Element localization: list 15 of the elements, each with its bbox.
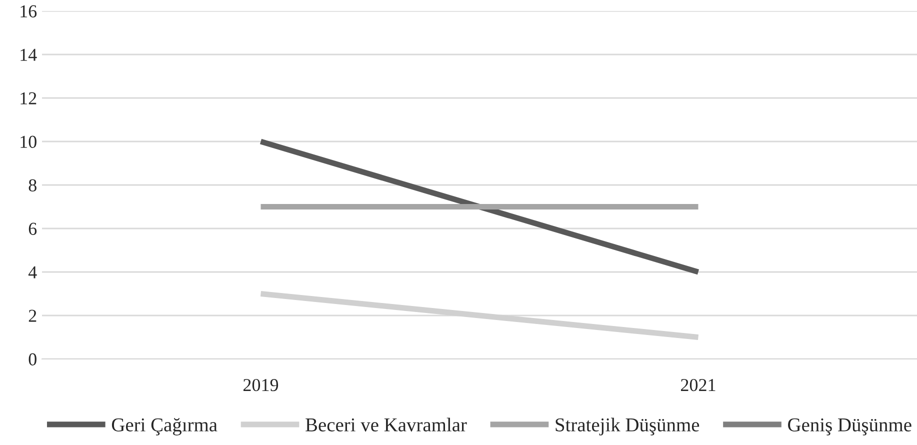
x-tick-label: 2019: [243, 378, 278, 392]
y-tick-label: 10: [20, 136, 36, 148]
y-tick-label: 2: [28, 310, 36, 322]
y-tick-label: 4: [28, 266, 37, 278]
y-tick-label: 8: [28, 179, 36, 192]
x-tick-label: 2021: [680, 378, 716, 392]
y-tick-label: 16: [20, 5, 37, 18]
legend-label: Geniş Düşünme: [788, 418, 912, 436]
y-tick-label: 14: [20, 48, 37, 61]
legend-label: Beceri ve Kavramlar: [306, 418, 467, 432]
y-tick-label: 12: [20, 92, 36, 104]
y-tick-label: 6: [28, 222, 37, 235]
legend-label: Geri Çağırma: [112, 418, 218, 436]
legend-label: Stratejik Düşünme: [556, 418, 700, 436]
y-tick-label: 0: [28, 353, 36, 366]
